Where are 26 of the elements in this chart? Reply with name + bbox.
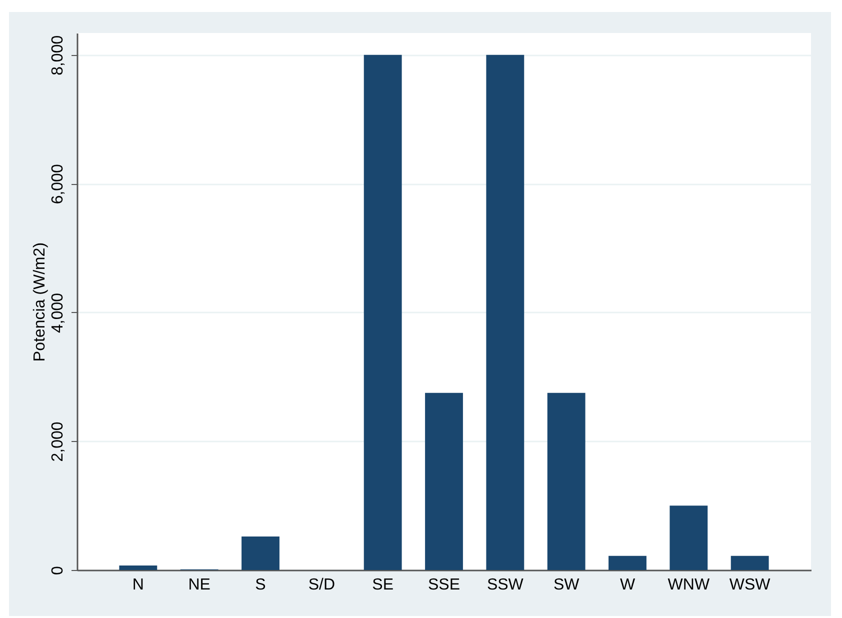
x-tick-label: SE xyxy=(372,576,394,594)
y-axis-title: Potencia (W/m2) xyxy=(32,242,48,362)
bar xyxy=(608,556,646,570)
bar xyxy=(425,392,463,570)
y-tick-label: 2,000 xyxy=(50,422,66,462)
bar xyxy=(119,565,158,570)
bar xyxy=(547,392,586,570)
x-tick-label: S/D xyxy=(308,576,336,594)
y-tick-label: 4,000 xyxy=(50,292,66,333)
y-tick-label: 0 xyxy=(50,566,66,575)
x-tick-label: NE xyxy=(188,576,210,594)
x-tick-label: S xyxy=(255,576,266,594)
y-tick-label: 8,000 xyxy=(50,35,66,76)
x-tick-label: WSW xyxy=(729,576,772,594)
bar xyxy=(670,506,708,570)
bar xyxy=(364,54,402,570)
bar xyxy=(730,556,769,570)
y-tick-label: 6,000 xyxy=(50,164,66,204)
x-tick-label: W xyxy=(620,576,636,594)
x-tick-label: WNW xyxy=(668,576,710,594)
x-tick-label: SSE xyxy=(428,576,460,594)
bar xyxy=(242,536,280,570)
bar xyxy=(486,54,524,570)
x-tick-label: N xyxy=(132,576,144,594)
x-tick-label: SW xyxy=(553,576,580,594)
x-tick-label: SSW xyxy=(486,576,524,594)
